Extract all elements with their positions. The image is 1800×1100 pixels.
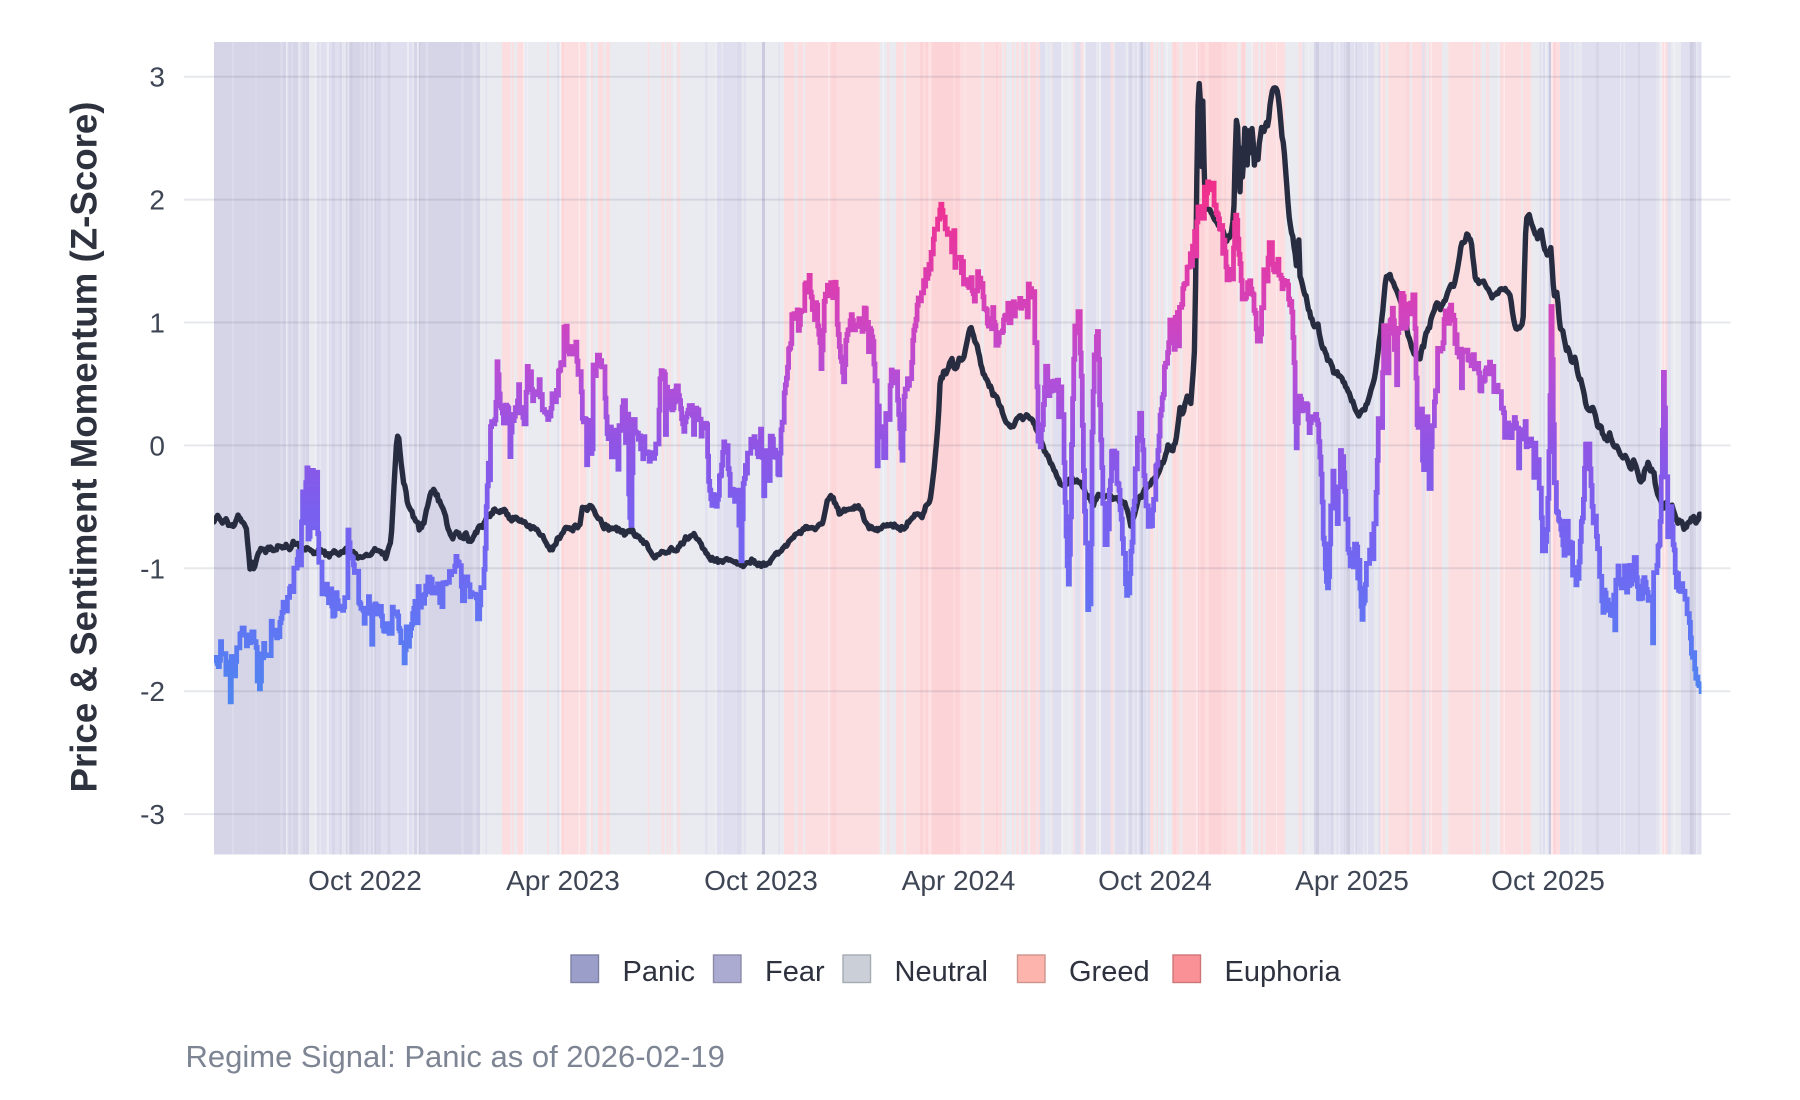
svg-text:Price & Sentiment Momentum (Z-: Price & Sentiment Momentum (Z-Score) <box>64 101 105 792</box>
svg-text:Regime Signal: Panic as of 202: Regime Signal: Panic as of 2026-02-19 <box>186 1039 725 1074</box>
svg-text:Oct 2023: Oct 2023 <box>704 865 818 896</box>
svg-text:Oct 2025: Oct 2025 <box>1491 865 1605 896</box>
svg-text:Panic: Panic <box>623 956 696 988</box>
svg-text:Apr 2024: Apr 2024 <box>902 865 1016 896</box>
svg-text:Greed: Greed <box>1069 956 1150 988</box>
svg-text:-2: -2 <box>140 676 165 707</box>
svg-text:Apr 2025: Apr 2025 <box>1295 865 1409 896</box>
svg-text:Euphoria: Euphoria <box>1225 956 1342 988</box>
svg-text:-1: -1 <box>140 553 165 584</box>
svg-text:Apr 2023: Apr 2023 <box>506 865 620 896</box>
svg-text:-3: -3 <box>140 799 165 830</box>
svg-text:Neutral: Neutral <box>895 956 989 988</box>
svg-text:3: 3 <box>149 62 165 93</box>
svg-text:1: 1 <box>149 308 165 339</box>
svg-text:Oct 2022: Oct 2022 <box>308 865 422 896</box>
svg-text:2: 2 <box>149 185 165 216</box>
svg-text:Fear: Fear <box>765 956 825 988</box>
svg-text:Oct 2024: Oct 2024 <box>1098 865 1212 896</box>
svg-text:0: 0 <box>149 430 165 461</box>
